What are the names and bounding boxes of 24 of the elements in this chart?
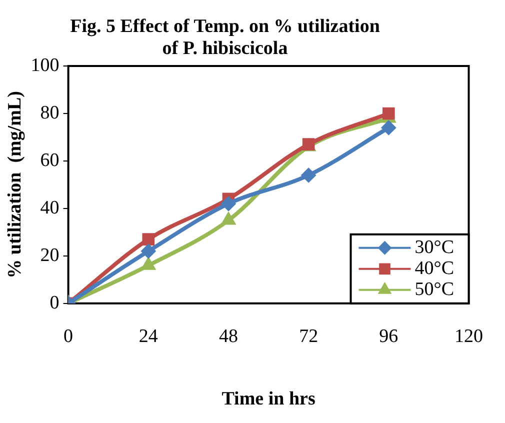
point: [382, 107, 395, 120]
x-axis-title: Time in hrs: [222, 388, 316, 410]
point: [301, 168, 316, 183]
x-tick-label: 72: [299, 326, 318, 347]
y-tick-label: 100: [30, 54, 60, 76]
y-tick-label: 40: [40, 197, 60, 218]
point: [381, 120, 396, 136]
x-tick-label: 48: [218, 326, 238, 347]
legend-label: 30°C: [414, 236, 454, 258]
y-tick-label: 60: [40, 150, 60, 171]
x-tick-label: 96: [379, 326, 398, 347]
y-axis-title: % utilization (mg/mL): [4, 91, 26, 278]
x-tick-label: 24: [138, 326, 158, 347]
point: [140, 244, 156, 259]
y-tick-label: 80: [40, 102, 60, 124]
point: [220, 196, 236, 212]
legend-label: 40°C: [414, 258, 454, 279]
x-tick-label: 120: [454, 326, 483, 347]
x-tick-label: 0: [64, 326, 74, 347]
y-tick-label: 20: [40, 244, 60, 266]
y-tick-label: 0: [50, 292, 60, 314]
point: [142, 233, 155, 246]
chart-title: Fig. 5 Effect of Temp. on % utilization of P. hibiscicola: [69, 16, 381, 60]
legend-label: 50°C: [414, 278, 454, 300]
